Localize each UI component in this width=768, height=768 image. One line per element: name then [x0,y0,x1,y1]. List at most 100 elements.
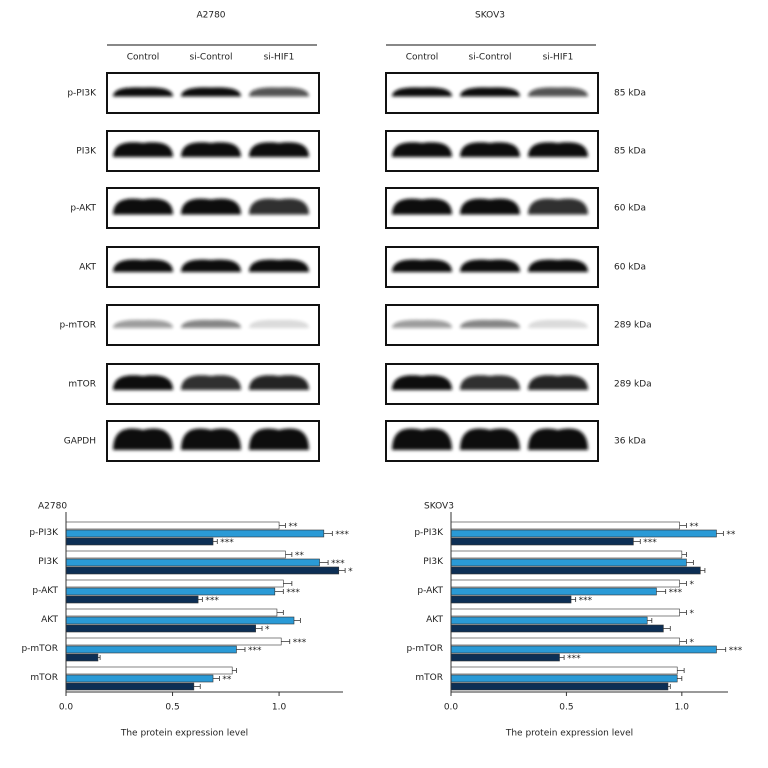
x-axis-label: The protein expression level [120,729,248,739]
error-bar [686,560,694,565]
band [392,319,452,328]
category-label: p-PI3K [29,528,59,538]
band [528,375,588,390]
category-label: mTOR [30,673,58,683]
bar [65,537,214,546]
category-label: p-AKT [32,586,58,596]
bar [65,624,256,633]
band [528,142,588,157]
bar [65,666,233,675]
significance: * [265,625,270,635]
x-tick-label: 0.0 [59,703,74,713]
band [392,198,452,215]
band [249,428,309,450]
category-label: p-PI3K [414,528,444,538]
size-label: 85 kDa [614,89,646,99]
error-bar [274,589,284,594]
band [460,319,520,328]
error-bar [681,552,687,557]
error-bar [647,618,653,623]
error-bar [656,589,667,594]
significance: ** [222,675,232,685]
x-tick-label: 0.5 [559,703,573,713]
category-label: PI3K [423,557,444,567]
significance: *** [293,638,307,648]
bar [450,558,687,567]
band [460,428,520,450]
bar [65,616,295,625]
error-bar [559,655,565,660]
band [392,87,452,97]
significance: *** [331,559,345,569]
x-axis-label: The protein expression level [505,729,633,739]
band [113,428,173,450]
error-bar [232,668,237,673]
row-label: p-mTOR [59,321,96,331]
bar [65,579,284,588]
error-bar [281,639,291,644]
error-bar [198,597,203,602]
band [392,142,452,157]
significance: * [348,567,353,577]
error-bar [236,647,246,652]
error-bar [193,684,201,689]
bar [450,616,648,625]
error-bar [667,684,671,689]
band [113,319,173,328]
band [113,87,173,97]
bar [450,587,657,596]
significance: *** [286,588,300,598]
error-bar [716,647,727,652]
lane-label: si-Control [190,53,233,63]
error-bar [255,626,263,631]
band [249,375,309,390]
band [460,87,520,97]
band [249,259,309,272]
size-label: 60 kDa [614,204,646,214]
band [113,375,173,390]
bar [450,682,669,691]
significance: ** [689,522,699,532]
significance: *** [579,596,593,606]
band [249,142,309,157]
category-label: PI3K [38,557,59,567]
row-label: p-AKT [70,204,96,214]
row-label: GAPDH [64,437,96,447]
significance: ** [295,551,305,561]
lane-label: si-HIF1 [543,53,574,63]
bar [65,645,237,654]
size-label: 60 kDa [614,263,646,273]
error-bar [633,539,641,544]
band [249,198,309,215]
band [392,259,452,272]
size-label: 289 kDa [614,380,652,390]
bar [450,595,572,604]
band [528,319,588,328]
band [460,198,520,215]
band [392,428,452,450]
error-bar [97,655,101,660]
band [460,375,520,390]
bar [65,550,286,559]
size-label: 85 kDa [614,147,646,157]
band [181,428,241,450]
significance: *** [205,596,219,606]
chart-title: A2780 [38,502,67,512]
error-bar [293,618,301,623]
error-bar [213,539,218,544]
panel-title: A2780 [196,11,225,21]
bar [65,682,195,691]
error-bar [319,560,329,565]
x-tick-label: 1.0 [272,703,287,713]
error-bar [283,581,293,586]
size-label: 36 kDa [614,437,646,447]
bar [65,558,320,567]
row-label: AKT [79,263,96,273]
significance: *** [643,538,657,548]
significance: ** [288,522,298,532]
band [113,198,173,215]
band [181,319,241,328]
significance: * [689,638,694,648]
bar [450,637,680,646]
